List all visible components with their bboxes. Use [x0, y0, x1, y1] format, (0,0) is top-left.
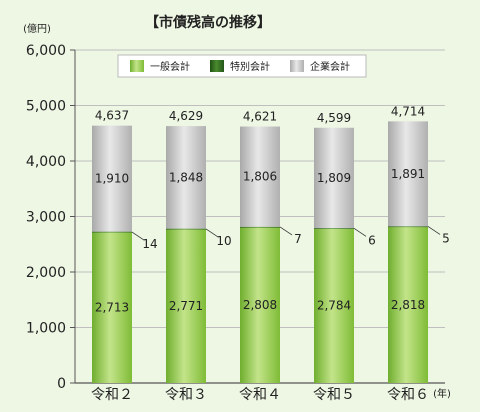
total-label: 4,599: [317, 111, 351, 125]
data-label: 2,818: [391, 298, 425, 312]
x-tick-label: 令和４: [239, 387, 281, 403]
leader-line: [279, 226, 293, 236]
bars: 2,713 14 1,910 4,637 2,771 10 1,848 4,629 2,808 7…: [92, 104, 450, 383]
y-tick-label: 4,000: [26, 154, 66, 170]
bar-segment: [166, 228, 206, 230]
legend-swatch: [290, 60, 304, 72]
bar-segment: [388, 121, 428, 227]
data-label: 14: [142, 237, 157, 251]
y-tick-label: 3,000: [26, 210, 66, 226]
leader-line: [427, 226, 441, 235]
data-label: 1,910: [95, 172, 129, 186]
legend-label: 企業会計: [310, 60, 350, 73]
bar-segment: [314, 228, 354, 383]
legend-swatch: [210, 60, 224, 72]
data-label: 2,784: [317, 299, 351, 313]
leader-line: [131, 231, 145, 241]
y-tick-label: 1,000: [26, 321, 66, 337]
y-tick-label: 2,000: [26, 265, 66, 281]
x-tick-label: 令和５: [313, 387, 355, 403]
data-label: 2,713: [95, 301, 129, 315]
data-label: 1,809: [317, 171, 351, 185]
x-tick-label: 令和２: [91, 387, 133, 403]
bar-segment: [240, 226, 280, 228]
bar-segment: [314, 127, 354, 229]
legend-label: 特別会計: [230, 60, 270, 73]
bar-segment: [240, 126, 280, 227]
total-label: 4,621: [243, 110, 277, 124]
y-unit-label: (億円): [23, 22, 51, 35]
x-tick-label: 令和３: [165, 387, 207, 403]
y-axis: 0 1,000 2,000 3,000 4,000 5,000 6,000: [26, 43, 76, 392]
x-tick-label: 令和６: [387, 387, 429, 403]
data-label: 6: [368, 233, 376, 247]
data-label: 7: [294, 232, 302, 246]
x-unit-label: (年): [433, 387, 451, 400]
data-label: 1,848: [169, 170, 203, 184]
legend-label: 一般会計: [150, 60, 190, 73]
bar-segment: [92, 232, 132, 383]
legend: 一般会計 特別会計 企業会計: [117, 54, 367, 78]
leader-line: [205, 228, 219, 238]
bar-segment: [92, 125, 132, 232]
chart-title: 【市債残高の推移】: [145, 14, 271, 31]
y-tick-label: 6,000: [26, 43, 66, 59]
data-label: 1,891: [391, 167, 425, 181]
leader-line: [353, 227, 367, 237]
y-tick-label: 5,000: [26, 99, 66, 115]
bar-segment: [166, 126, 206, 229]
total-label: 4,629: [169, 109, 203, 123]
total-label: 4,714: [391, 104, 425, 118]
data-label: 2,771: [169, 299, 203, 313]
bar-segment: [166, 229, 206, 383]
y-tick-label: 0: [57, 376, 66, 392]
bar-segment: [240, 227, 280, 383]
data-label: 5: [442, 231, 450, 245]
data-label: 1,806: [243, 170, 277, 184]
data-label: 10: [216, 234, 231, 248]
bar-segment: [388, 226, 428, 383]
bar-segment: [314, 228, 354, 229]
x-axis: 令和２ 令和３ 令和４ 令和５ 令和６: [91, 387, 429, 403]
data-label: 2,808: [243, 298, 277, 312]
legend-swatch: [130, 60, 144, 72]
bar-segment: [92, 231, 132, 233]
bar-segment: [388, 226, 428, 228]
total-label: 4,637: [95, 109, 129, 123]
